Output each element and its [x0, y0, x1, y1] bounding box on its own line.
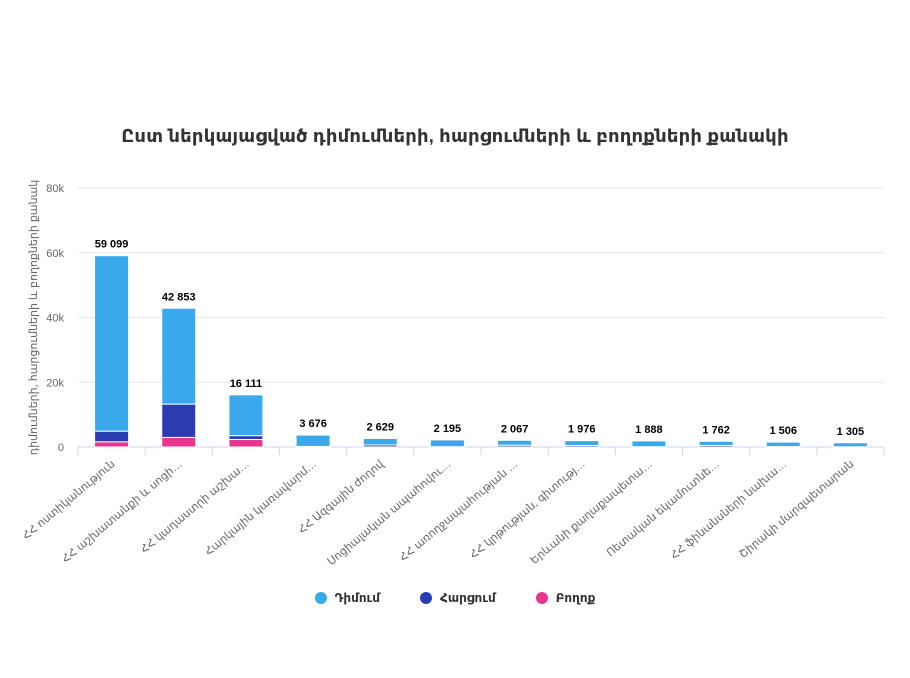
data-label: 2 195	[434, 423, 462, 435]
legend-item-boghoq[interactable]: Բողոք	[535, 591, 596, 605]
bar-segment	[228, 435, 264, 441]
x-category-label: Շիրակի մարզպետարան	[737, 458, 856, 561]
x-category-label: Սոցիալական ապահովու…	[325, 458, 453, 568]
y-tick-label: 40k	[46, 313, 64, 325]
data-label: 1 506	[769, 425, 797, 437]
data-label: 3 676	[299, 418, 327, 430]
bar-segment	[94, 430, 130, 443]
bar-segment	[765, 441, 801, 448]
y-tick-label: 20k	[46, 377, 64, 389]
legend-item-dimum[interactable]: Դիմում	[314, 591, 381, 605]
data-label: 2 629	[366, 421, 394, 433]
bar-segment	[429, 439, 465, 448]
bar-segment	[497, 439, 533, 446]
legend: Դիմում Հարցում Բողոք	[0, 591, 910, 605]
x-category-label: ՀՀ կադաստրի աշխա…	[139, 458, 252, 556]
legend-label: Բողոք	[555, 591, 596, 605]
legend-marker-icon	[314, 592, 327, 604]
x-category-label: Երևանի քաղաքապետա…	[528, 458, 654, 567]
x-category-label: ՀՀ աշխատանքի և սոցի…	[60, 458, 185, 565]
y-axis-title: դիմումների, հարցումների և բողոքների քանա…	[28, 180, 40, 455]
bar-segment	[698, 440, 734, 447]
legend-item-hartsum[interactable]: Հարցում	[420, 591, 496, 605]
data-label: 42 853	[162, 291, 196, 303]
bar-segment	[564, 440, 600, 446]
bar-segment	[161, 403, 197, 438]
y-tick-label: 80k	[46, 183, 64, 195]
x-category-label: Ոետական եկամուտնե…	[605, 458, 722, 559]
bar-segment	[228, 394, 264, 437]
data-label: 1 305	[837, 426, 865, 438]
y-tick-label: 0	[58, 442, 64, 454]
legend-marker-icon	[420, 592, 433, 604]
bar-segment	[832, 442, 868, 448]
bar-segment	[228, 439, 264, 448]
legend-label: Դիմում	[334, 591, 381, 605]
x-category-label: ՀՀ ֆինանսների նախա…	[669, 458, 790, 562]
bar-segment	[631, 440, 667, 448]
bar-segment	[161, 436, 197, 448]
bar-segment	[161, 307, 197, 405]
y-tick-label: 60k	[46, 248, 64, 260]
data-label: 1 976	[568, 424, 596, 436]
bar-segment	[94, 441, 130, 448]
bar-segment	[94, 255, 130, 432]
legend-marker-icon	[535, 592, 548, 604]
bar-segment	[295, 434, 331, 447]
legend-label: Հարցում	[440, 591, 496, 605]
data-label: 1 888	[635, 424, 663, 436]
chart-title: Ըստ ներկայացված դիմումների, հարցումների …	[121, 126, 789, 146]
data-label: 16 111	[230, 378, 262, 390]
x-category-label: ՀՀ կրթության, գիտությ…	[468, 458, 588, 561]
x-category-label: ՀՀ առողջապահության …	[398, 458, 521, 564]
x-category-label: Հարկային կառավարմ…	[203, 458, 319, 558]
data-label: 59 099	[95, 239, 129, 251]
bar-segment	[362, 437, 398, 446]
data-label: 1 762	[702, 424, 730, 436]
data-label: 2 067	[501, 423, 529, 435]
